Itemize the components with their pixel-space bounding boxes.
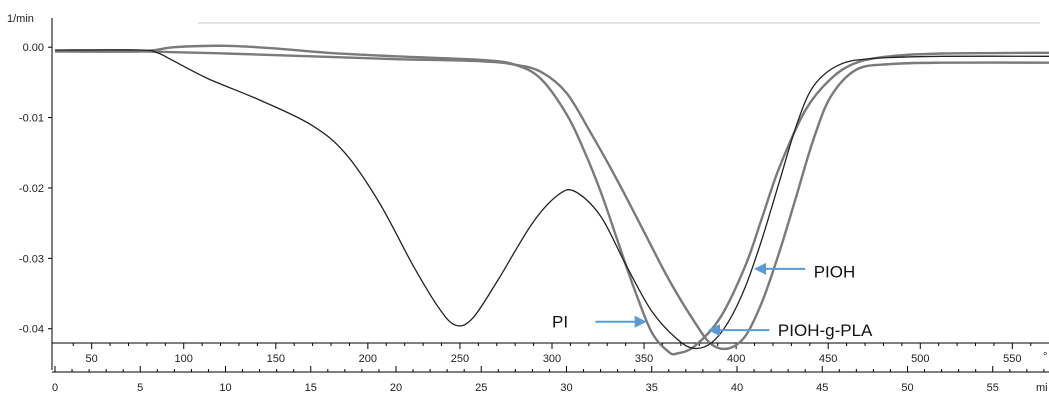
temp-tick-label: 50 bbox=[86, 353, 98, 365]
annotation-label: PIOH bbox=[814, 263, 856, 282]
annotation-label: PIOH-g-PLA bbox=[778, 321, 873, 340]
y-tick-label: -0.03 bbox=[19, 253, 44, 265]
temp-tick-label: 100 bbox=[175, 353, 193, 365]
temp-tick-label: 150 bbox=[267, 353, 285, 365]
x-bottom-unit-label: mi bbox=[1036, 382, 1048, 394]
y-tick-label: -0.01 bbox=[19, 113, 44, 125]
time-tick-label: 25 bbox=[475, 382, 487, 394]
temp-ticks: 50 100 150 200 250 300 350 400 450 500 550 bbox=[72, 343, 1032, 365]
y-tick-label: -0.04 bbox=[19, 324, 44, 336]
temp-tick-label: 500 bbox=[911, 353, 929, 365]
y-unit-label: 1/min bbox=[7, 13, 34, 25]
y-ticks: 0.00 -0.01 -0.02 -0.03 -0.04 bbox=[19, 42, 52, 336]
time-tick-label: 15 bbox=[305, 382, 317, 394]
time-tick-label: 40 bbox=[731, 382, 743, 394]
annotation-arrow-head bbox=[754, 262, 767, 275]
y-tick-label: -0.02 bbox=[19, 183, 44, 195]
temp-tick-label: 300 bbox=[543, 353, 561, 365]
annotation-arrow-head bbox=[708, 324, 721, 337]
series-lines bbox=[54, 44, 1049, 356]
time-tick-label: 0 bbox=[52, 382, 58, 394]
x-temp-unit-label: ° bbox=[1043, 351, 1047, 363]
time-tick-label: 10 bbox=[219, 382, 231, 394]
time-tick-label: 30 bbox=[560, 382, 572, 394]
time-ticks: 0 5 10 15 20 25 30 35 40 45 50 55 bbox=[52, 366, 1045, 394]
annotations: PI PIOH-g-PLA PIOH bbox=[552, 263, 873, 340]
temp-tick-label: 550 bbox=[1003, 353, 1021, 365]
time-tick-label: 50 bbox=[901, 382, 913, 394]
temp-tick-label: 200 bbox=[359, 353, 377, 365]
series-line-1 bbox=[54, 44, 1049, 356]
temp-tick-label: 350 bbox=[635, 353, 653, 365]
time-tick-label: 45 bbox=[816, 382, 828, 394]
temp-tick-label: 450 bbox=[819, 353, 837, 365]
y-tick-label: 0.00 bbox=[23, 42, 44, 54]
time-tick-label: 20 bbox=[390, 382, 402, 394]
series-line-3 bbox=[54, 49, 1049, 350]
time-tick-label: 5 bbox=[137, 382, 143, 394]
series-line-2 bbox=[54, 50, 1049, 351]
annotation-label: PI bbox=[552, 313, 568, 332]
time-tick-label: 35 bbox=[646, 382, 658, 394]
annotation-arrow-head bbox=[634, 315, 647, 328]
time-tick-label: 55 bbox=[987, 382, 999, 394]
temp-tick-label: 400 bbox=[727, 353, 745, 365]
temp-tick-label: 250 bbox=[451, 353, 469, 365]
